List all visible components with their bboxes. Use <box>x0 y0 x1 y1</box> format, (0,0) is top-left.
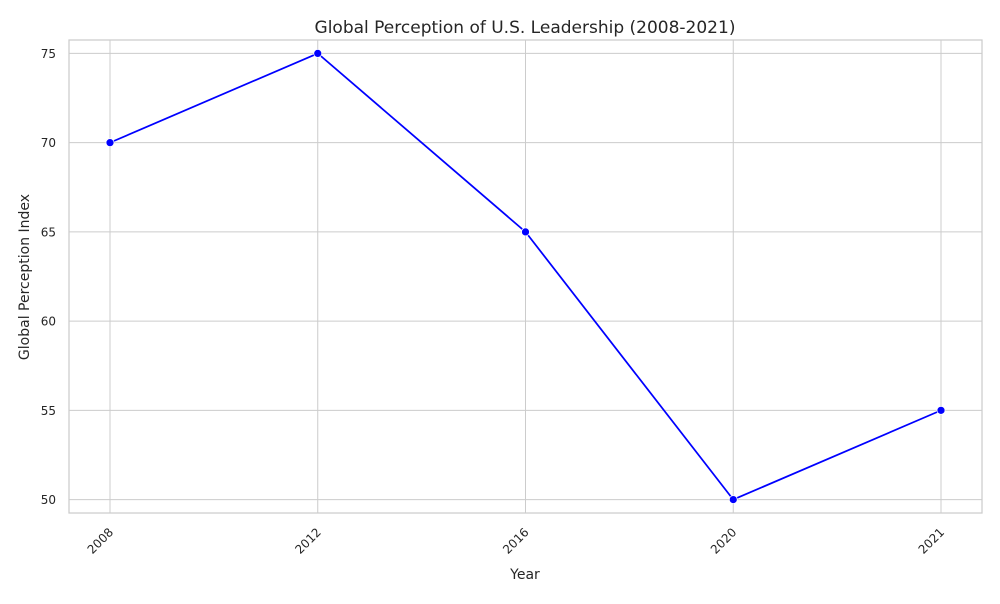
y-axis-label: Global Perception Index <box>17 194 33 360</box>
data-point[interactable] <box>936 405 946 415</box>
y-tick-label: 60 <box>41 315 56 329</box>
data-point[interactable] <box>521 227 530 237</box>
y-tick-label: 70 <box>41 136 56 150</box>
y-tick-label: 65 <box>41 225 56 239</box>
y-tick-label: 55 <box>41 404 56 418</box>
x-axis-label: Year <box>509 567 540 583</box>
data-series <box>105 49 946 504</box>
data-point[interactable] <box>313 49 323 58</box>
chart-title: Global Perception of U.S. Leadership (20… <box>315 18 736 38</box>
y-tick-label: 75 <box>41 47 56 61</box>
data-point[interactable] <box>105 138 115 148</box>
y-tick-label: 50 <box>41 493 56 507</box>
data-point[interactable] <box>728 495 738 504</box>
y-tick-labels: 50 55 60 65 70 75 <box>41 47 56 507</box>
plot-area-frame <box>68 39 983 514</box>
